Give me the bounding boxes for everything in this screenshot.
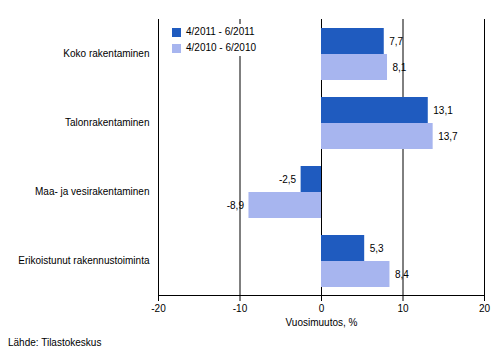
html-text:Lähde: Tilastokeskus: Lähde: Tilastokeskus [8,337,102,348]
svg-text:Talonrakentaminen: Talonrakentaminen [65,117,150,128]
svg-text:-8,9: -8,9 [227,200,245,211]
svg-text:7,7: 7,7 [389,36,403,47]
svg-text:0: 0 [319,303,325,314]
svg-text:8,1: 8,1 [393,62,407,73]
svg-text:-20: -20 [151,303,166,314]
svg-text:-2,5: -2,5 [279,174,297,185]
svg-text:20: 20 [479,303,491,314]
svg-text:Vuosimuutos, %: Vuosimuutos, % [286,317,358,328]
svg-text:8,4: 8,4 [395,269,409,280]
svg-text:13,7: 13,7 [438,131,458,142]
html-text:4/2010 - 6/2010: 4/2010 - 6/2010 [186,42,257,53]
html-text:4/2011 - 6/2011: 4/2011 - 6/2011 [186,26,255,37]
svg-text:Koko rakentaminen: Koko rakentaminen [63,48,149,59]
svg-text:Erikoistunut rakennustoiminta: Erikoistunut rakennustoiminta [18,255,150,266]
svg-text:5,3: 5,3 [370,243,384,254]
svg-text:10: 10 [397,303,409,314]
svg-text:-10: -10 [233,303,248,314]
svg-text:13,1: 13,1 [433,105,453,116]
svg-text:Maa- ja vesirakentaminen: Maa- ja vesirakentaminen [35,186,150,197]
